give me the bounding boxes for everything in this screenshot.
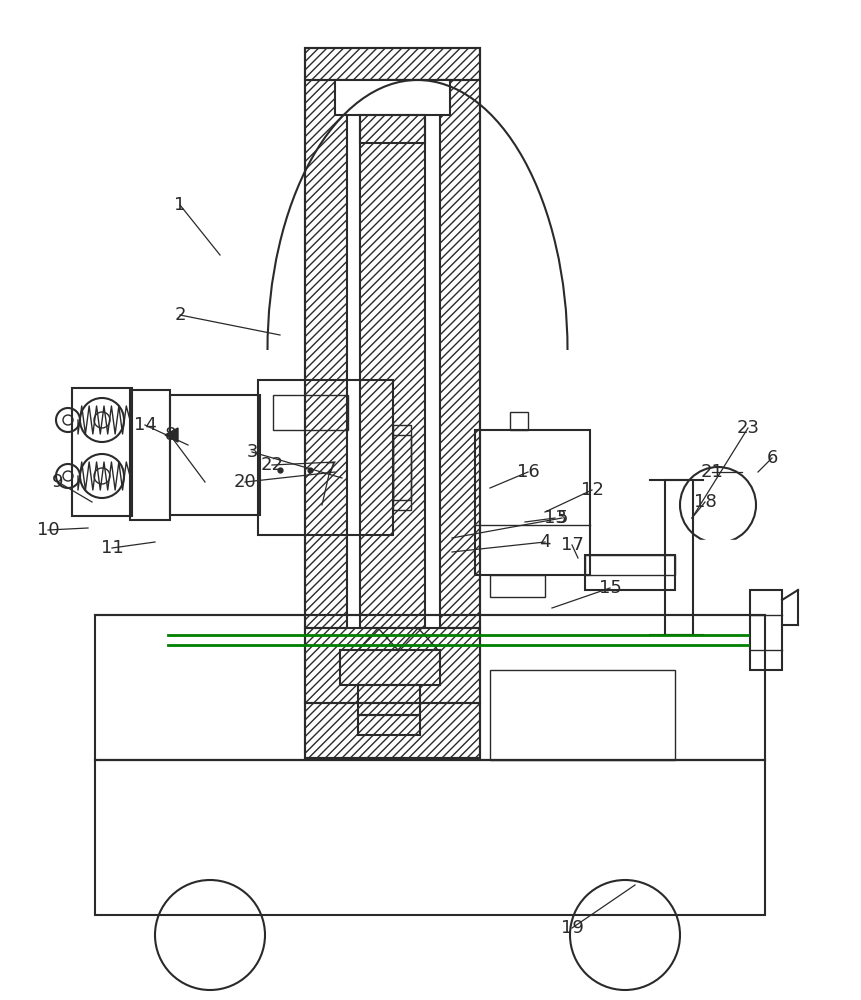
Text: 22: 22	[261, 456, 283, 474]
Bar	[72, 388, 132, 516]
Bar	[95, 760, 765, 915]
Text: 1: 1	[174, 196, 186, 214]
Text: 14: 14	[133, 416, 157, 434]
Bar	[585, 555, 675, 590]
Text: 17: 17	[561, 536, 584, 554]
Bar	[358, 715, 420, 735]
Bar	[750, 590, 782, 670]
Bar	[393, 435, 411, 500]
Text: 4: 4	[539, 533, 551, 551]
Text: 3: 3	[246, 443, 257, 461]
Bar	[393, 425, 411, 510]
Bar	[510, 412, 528, 430]
Bar	[258, 380, 393, 535]
Bar	[440, 80, 480, 628]
Bar	[335, 80, 450, 115]
Text: 5: 5	[556, 509, 567, 527]
Text: 11: 11	[101, 539, 123, 557]
Bar	[490, 670, 675, 760]
Bar	[585, 555, 675, 575]
Text: 12: 12	[580, 481, 604, 499]
Bar	[170, 395, 260, 515]
Text: 23: 23	[736, 419, 759, 437]
Text: 10: 10	[37, 521, 59, 539]
Polygon shape	[700, 540, 736, 545]
Bar	[490, 575, 545, 597]
Bar	[130, 390, 170, 520]
Bar	[273, 395, 348, 430]
Bar	[305, 48, 480, 80]
Text: 19: 19	[561, 919, 584, 937]
Bar	[305, 703, 480, 758]
Bar	[360, 80, 425, 628]
Text: 15: 15	[598, 579, 622, 597]
Bar	[358, 685, 420, 715]
Bar	[95, 615, 765, 760]
Text: 9: 9	[53, 473, 64, 491]
Bar	[665, 480, 693, 635]
Bar	[340, 650, 440, 685]
Polygon shape	[165, 428, 178, 442]
Text: 6: 6	[766, 449, 777, 467]
Bar	[305, 628, 480, 703]
Bar	[475, 430, 590, 575]
Text: 13: 13	[543, 509, 567, 527]
Bar	[305, 80, 347, 628]
Text: 7: 7	[325, 461, 336, 479]
Bar	[360, 115, 425, 143]
Text: 16: 16	[517, 463, 539, 481]
Text: 18: 18	[694, 493, 716, 511]
Text: 21: 21	[701, 463, 723, 481]
Text: 8: 8	[164, 426, 176, 444]
Text: 2: 2	[174, 306, 186, 324]
Bar	[305, 48, 480, 758]
Text: 20: 20	[233, 473, 257, 491]
